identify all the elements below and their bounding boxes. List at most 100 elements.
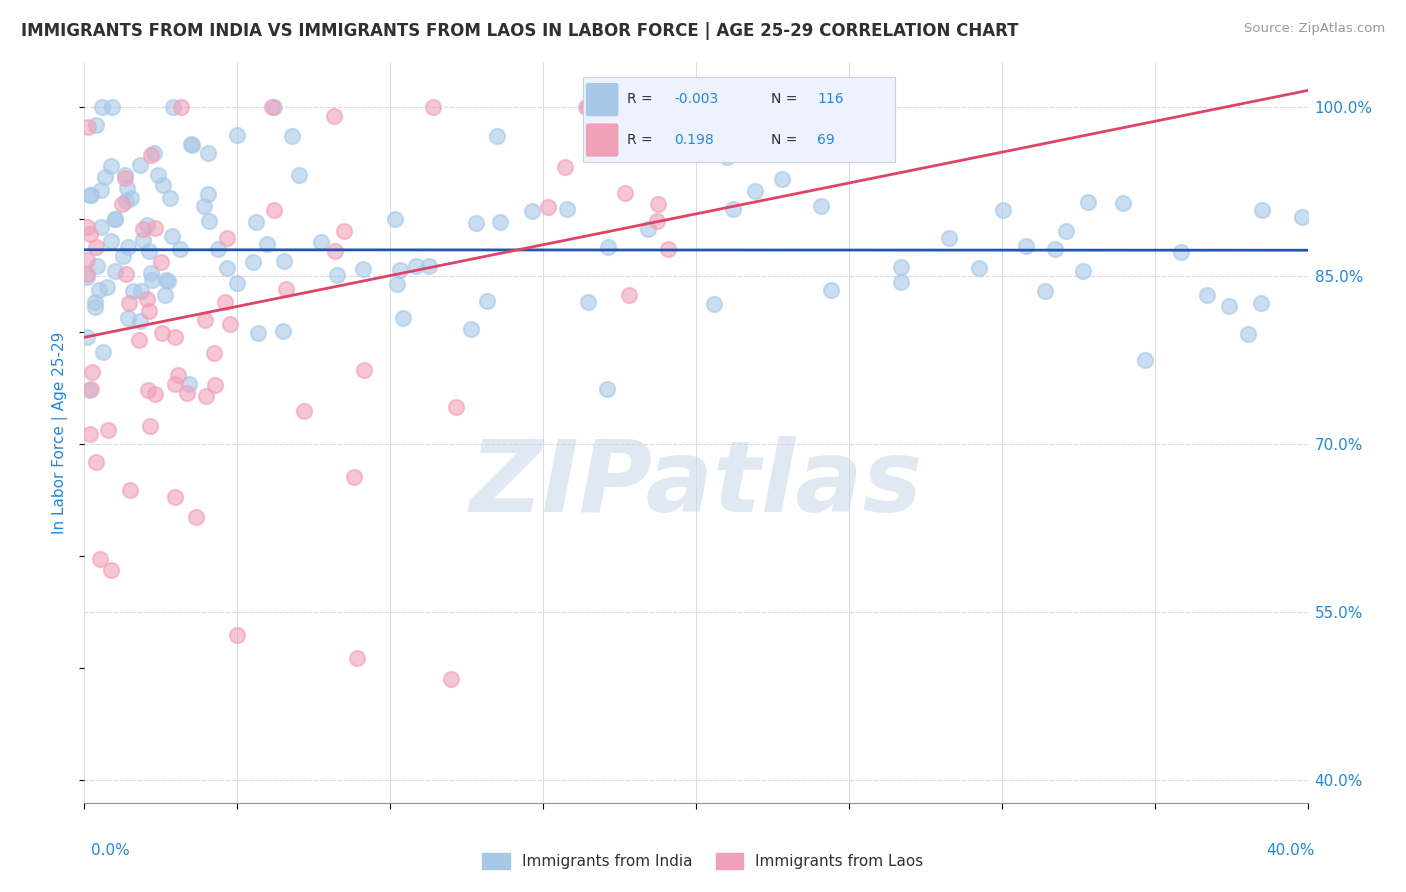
Point [384, 211, 406, 226]
Point [89, 183, 111, 197]
Point [938, 230, 960, 244]
Point [184, 509, 207, 524]
Point [166, 368, 188, 383]
Point [136, 383, 159, 397]
Point [744, 184, 766, 198]
Point [111, 197, 134, 211]
Point [181, 137, 204, 152]
Point [79, 427, 101, 442]
Point [159, 191, 181, 205]
Point [613, 186, 636, 201]
Point [226, 128, 249, 143]
Point [170, 100, 193, 114]
Point [1251, 203, 1274, 218]
Point [135, 219, 157, 233]
Y-axis label: In Labor Force | Age 25-29: In Labor Force | Age 25-29 [52, 332, 69, 533]
Point [810, 199, 832, 213]
Point [89, 283, 111, 297]
Point [1033, 284, 1056, 298]
Point [132, 221, 155, 235]
Point [520, 204, 543, 219]
Point [84, 118, 107, 132]
Point [150, 326, 173, 341]
Point [86, 259, 108, 273]
Point [1054, 224, 1077, 238]
Point [485, 129, 508, 144]
Point [346, 650, 368, 665]
Point [163, 376, 186, 391]
Point [217, 231, 239, 245]
Point [721, 202, 744, 216]
Point [97, 423, 120, 437]
Point [100, 563, 122, 577]
Point [1112, 195, 1135, 210]
Point [129, 314, 152, 328]
Point [169, 242, 191, 256]
Point [555, 202, 578, 217]
Point [1291, 210, 1313, 224]
Text: ZIPatlas: ZIPatlas [470, 436, 922, 533]
Point [77, 120, 100, 135]
Point [76, 252, 98, 267]
Point [820, 284, 842, 298]
Point [83, 300, 105, 314]
Point [76, 270, 98, 285]
Point [1250, 296, 1272, 310]
Point [385, 277, 408, 291]
Point [596, 240, 619, 254]
Point [263, 203, 285, 218]
Point [80, 188, 103, 202]
Point [645, 214, 668, 228]
Point [76, 330, 98, 344]
Point [578, 294, 600, 309]
Point [325, 268, 347, 283]
Point [460, 322, 482, 336]
Point [141, 266, 163, 280]
Point [1133, 352, 1156, 367]
Point [118, 296, 141, 310]
Point [100, 234, 122, 248]
Point [91, 345, 114, 359]
Point [177, 377, 200, 392]
Point [115, 181, 138, 195]
Point [104, 264, 127, 278]
Point [388, 263, 411, 277]
Point [91, 100, 114, 114]
Point [101, 100, 124, 114]
Point [418, 259, 440, 273]
Point [703, 297, 725, 311]
Point [163, 490, 186, 504]
Point [100, 159, 122, 173]
Point [1071, 264, 1094, 278]
Point [273, 254, 295, 268]
Point [94, 170, 117, 185]
Point [149, 255, 172, 269]
Point [637, 222, 659, 236]
Point [193, 198, 215, 212]
Point [204, 346, 226, 360]
Point [156, 274, 179, 288]
Point [135, 293, 157, 307]
Point [647, 197, 669, 211]
Point [993, 202, 1015, 217]
Point [176, 386, 198, 401]
Point [139, 419, 162, 434]
Point [575, 100, 598, 114]
Point [323, 244, 346, 258]
Point [129, 285, 152, 299]
Point [89, 552, 111, 566]
Point [104, 212, 127, 227]
Point [112, 249, 135, 263]
Point [76, 267, 98, 281]
Point [77, 383, 100, 397]
Point [84, 239, 107, 253]
Point [247, 326, 270, 340]
Point [440, 673, 463, 687]
Point [162, 101, 184, 115]
Point [80, 365, 103, 379]
Point [353, 363, 375, 377]
Point [90, 219, 112, 234]
Point [118, 483, 141, 498]
Point [215, 260, 238, 275]
Point [271, 324, 294, 338]
